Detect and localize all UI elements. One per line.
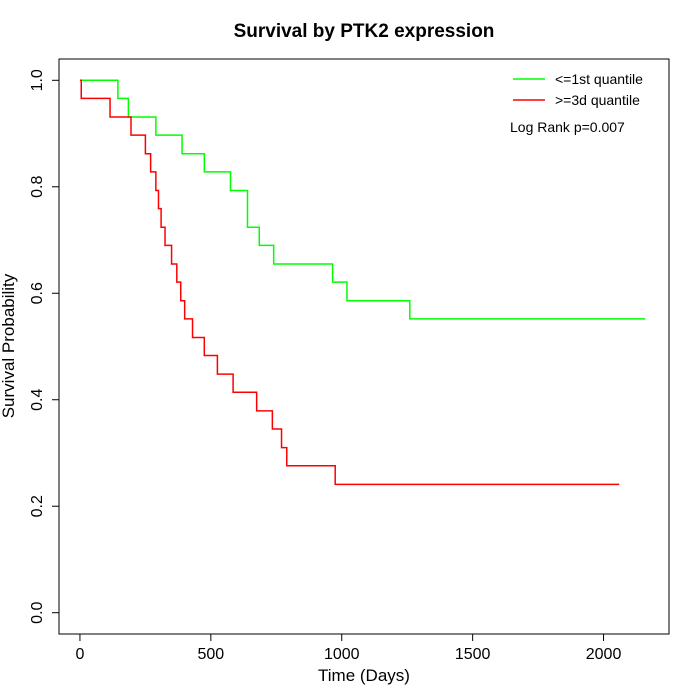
y-tick-label: 0.8 [29, 176, 46, 198]
x-tick-label: 500 [197, 646, 224, 663]
y-tick-label: 0.0 [29, 601, 46, 623]
survival-curve-2 [79, 79, 620, 486]
x-axis: 0 500 1000 1500 2000 [75, 633, 622, 663]
x-axis-label: Time (Days) [318, 666, 410, 685]
y-axis: 0.0 0.2 0.4 0.6 0.8 1.0 [29, 69, 60, 624]
survival-curve-1 [79, 79, 646, 320]
legend-label-1: <=1st quantile [555, 71, 643, 87]
y-tick-label: 0.6 [29, 282, 46, 304]
x-tick-label: 1000 [324, 646, 360, 663]
x-tick-label: 0 [75, 646, 84, 663]
y-tick-label: 0.2 [29, 495, 46, 517]
y-tick-label: 1.0 [29, 69, 46, 91]
y-tick-label: 0.4 [29, 389, 46, 411]
y-axis-label: Survival Probability [0, 273, 18, 418]
log-rank-annotation: Log Rank p=0.007 [510, 119, 625, 135]
x-tick-label: 2000 [586, 646, 622, 663]
legend: <=1st quantile >=3d quantile [513, 71, 643, 108]
x-tick-label: 1500 [455, 646, 491, 663]
series-layer [79, 79, 646, 486]
plot-frame [58, 58, 670, 635]
legend-label-2: >=3d quantile [555, 92, 640, 108]
chart-title: Survival by PTK2 expression [234, 21, 495, 42]
